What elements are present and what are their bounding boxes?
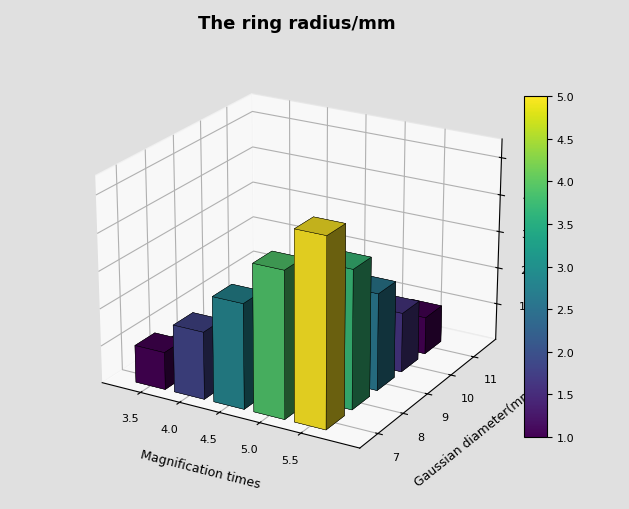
Y-axis label: Gaussian diameter(mm): Gaussian diameter(mm) bbox=[412, 384, 538, 489]
Title: The ring radius/mm: The ring radius/mm bbox=[198, 15, 396, 33]
X-axis label: Magnification times: Magnification times bbox=[139, 448, 262, 491]
